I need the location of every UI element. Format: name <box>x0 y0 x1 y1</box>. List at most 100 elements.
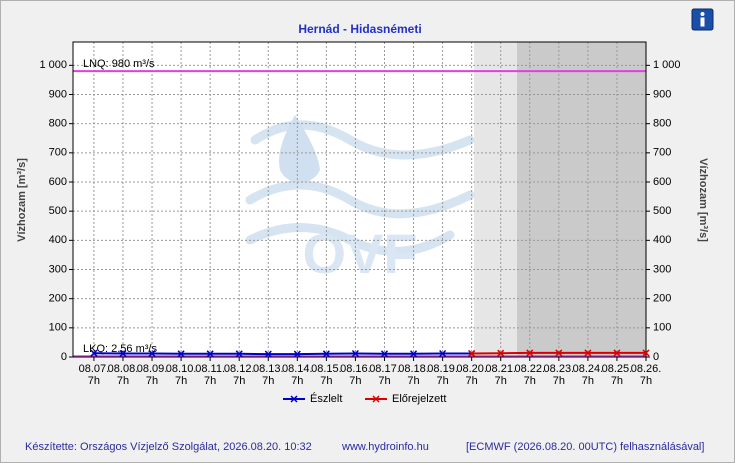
data-point <box>526 349 534 357</box>
y-tick-label: 100 <box>49 322 67 334</box>
x-tick-label: 08.25. <box>602 363 633 375</box>
x-tick-sublabel: 7h <box>88 375 100 387</box>
y-tick-label: 700 <box>49 147 67 159</box>
y-tick-label: 200 <box>49 293 67 305</box>
data-point <box>351 349 359 358</box>
footer-link[interactable]: www.hydroinfo.hu <box>341 441 429 453</box>
x-tick-sublabel: 7h <box>640 375 652 387</box>
y2-tick-label: 500 <box>653 205 671 217</box>
x-tick-sublabel: 7h <box>436 375 448 387</box>
watermark-drop <box>279 115 320 183</box>
x-tick-label: 08.09. <box>137 363 168 375</box>
y-tick-label: 0 <box>61 351 67 363</box>
x-tick-label: 08.20. <box>456 363 487 375</box>
data-point <box>497 349 505 357</box>
x-tick-sublabel: 7h <box>495 375 507 387</box>
y2-tick-label: 300 <box>653 263 671 275</box>
x-tick-sublabel: 7h <box>233 375 245 387</box>
x-tick-label: 08.15. <box>311 363 342 375</box>
y2-tick-label: 0 <box>653 351 659 363</box>
x-tick-sublabel: 7h <box>175 375 187 387</box>
x-tick-label: 08.07. <box>79 363 110 375</box>
data-point <box>439 349 447 358</box>
y-tick-label: 800 <box>49 118 67 130</box>
y-tick-label: 400 <box>49 234 67 246</box>
x-tick-sublabel: 7h <box>611 375 623 387</box>
y2-tick-label: 700 <box>653 147 671 159</box>
info-icon[interactable] <box>691 8 714 31</box>
x-tick-label: 08.13. <box>253 363 284 375</box>
data-point <box>642 349 650 357</box>
data-point <box>235 350 243 358</box>
watermark: OVF <box>302 222 417 285</box>
y-tick-label: 600 <box>49 176 67 188</box>
x-tick-sublabel: 7h <box>146 375 158 387</box>
y2-tick-label: 100 <box>653 322 671 334</box>
footer-credit: Készítette: Országos Vízjelző Szolgálat,… <box>25 441 312 453</box>
data-point <box>613 349 621 357</box>
x-tick-sublabel: 7h <box>582 375 594 387</box>
x-tick-sublabel: 7h <box>291 375 303 387</box>
x-tick-label: 08.17. <box>369 363 400 375</box>
data-point <box>322 350 330 358</box>
legend-label: Észlelt <box>310 392 342 405</box>
forecast-zone-far <box>517 42 646 357</box>
x-tick-label: 08.16. <box>340 363 371 375</box>
chart-title: Hernád - Hidasnémeti <box>298 22 421 36</box>
x-tick-label: 08.19. <box>427 363 458 375</box>
y-tick-label: 300 <box>49 263 67 275</box>
x-tick-label: 08.14. <box>282 363 313 375</box>
x-tick-sublabel: 7h <box>320 375 332 387</box>
x-tick-label: 08.26. <box>631 363 662 375</box>
y-tick-label: 500 <box>49 205 67 217</box>
x-tick-sublabel: 7h <box>378 375 390 387</box>
x-tick-sublabel: 7h <box>407 375 419 387</box>
data-point <box>468 349 476 358</box>
legend-label: Előrejelzett <box>392 393 446 405</box>
x-tick-label: 08.21. <box>485 363 516 375</box>
data-point <box>119 349 127 358</box>
y2-tick-label: 900 <box>653 88 671 100</box>
threshold-label: LKQ: 2,56 m³/s <box>83 343 157 355</box>
x-tick-label: 08.10. <box>166 363 197 375</box>
y-tick-label: 1 000 <box>39 59 67 71</box>
x-tick-sublabel: 7h <box>466 375 478 387</box>
data-point <box>380 350 389 358</box>
x-tick-label: 08.11. <box>195 363 225 375</box>
y2-tick-label: 400 <box>653 234 671 246</box>
x-tick-label: 08.18. <box>398 363 429 375</box>
x-tick-label: 08.22. <box>514 363 545 375</box>
data-point <box>584 349 592 357</box>
series-line <box>93 352 472 356</box>
y2-tick-label: 1 000 <box>653 59 681 71</box>
y2-tick-label: 200 <box>653 293 671 305</box>
threshold-label: LNQ: 980 m³/s <box>83 58 155 70</box>
y-axis-label: Vízhozam [m³/s] <box>16 158 28 242</box>
x-tick-sublabel: 7h <box>204 375 216 387</box>
y-tick-label: 900 <box>49 88 67 100</box>
data-point <box>90 349 98 357</box>
x-tick-sublabel: 7h <box>117 375 129 387</box>
plot-border <box>72 41 647 358</box>
x-tick-label: 08.24. <box>573 363 604 375</box>
data-point <box>206 350 214 358</box>
data-point <box>264 350 272 358</box>
y2-axis-label: Vízhozam [m³/s] <box>697 158 709 242</box>
data-point <box>410 350 418 358</box>
x-tick-label: 08.23. <box>544 363 575 375</box>
data-point <box>148 349 156 358</box>
x-tick-label: 08.08. <box>108 363 139 375</box>
x-tick-sublabel: 7h <box>349 375 361 387</box>
x-tick-sublabel: 7h <box>524 375 536 387</box>
x-tick-sublabel: 7h <box>262 375 274 387</box>
x-tick-label: 08.12. <box>224 363 255 375</box>
data-point <box>177 350 185 358</box>
legend-marker <box>290 395 298 403</box>
legend-marker <box>372 395 380 403</box>
y2-tick-label: 800 <box>653 118 671 130</box>
y2-tick-label: 600 <box>653 176 671 188</box>
x-tick-sublabel: 7h <box>553 375 565 387</box>
data-point <box>555 349 563 357</box>
data-point <box>293 350 301 358</box>
